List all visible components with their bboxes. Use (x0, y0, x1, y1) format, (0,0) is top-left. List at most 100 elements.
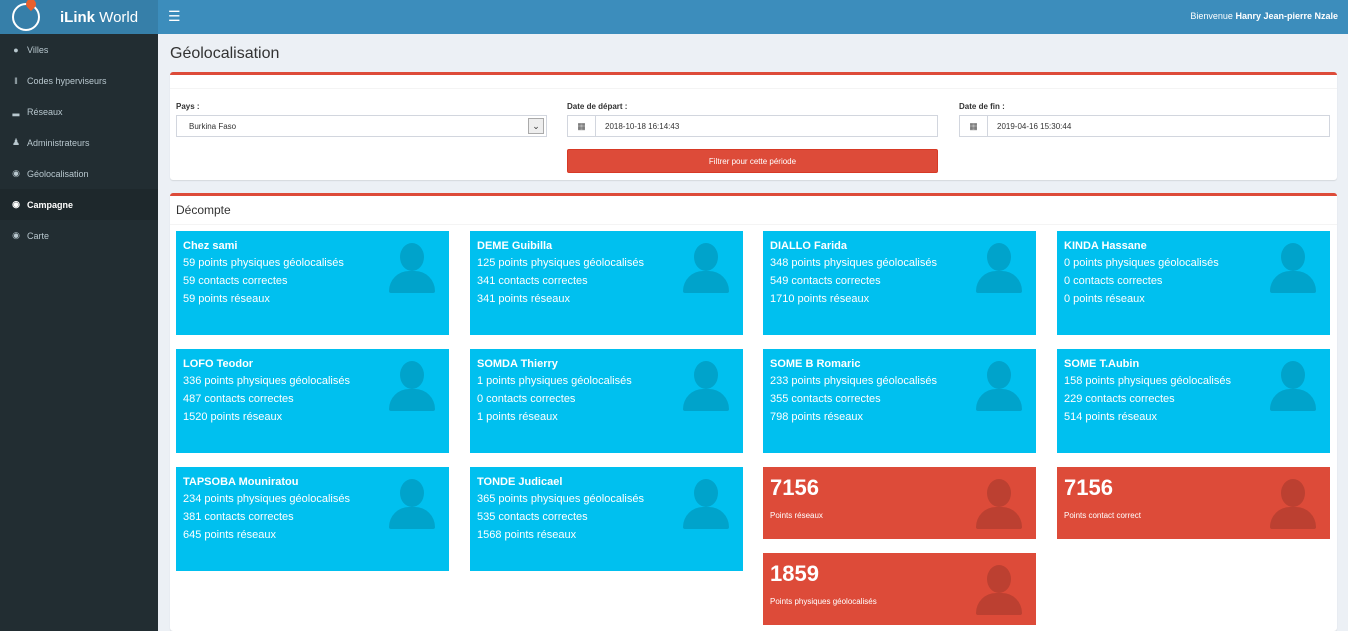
total-label: Points contact correct (1064, 511, 1141, 520)
agent-name: DEME Guibilla (477, 240, 553, 252)
chevron-down-icon[interactable]: ⌄ (528, 118, 544, 134)
calendar-icon: ▦ (568, 116, 596, 136)
brand-name: iLink World (60, 8, 139, 26)
agent-card: Chez sami 59 points physiques géolocalis… (176, 231, 449, 335)
country-label: Pays : (176, 102, 200, 111)
start-date-input[interactable]: ▦ 2018-10-18 16:14:43 (567, 115, 938, 137)
sidebar-item-label: Administrateurs (27, 137, 90, 148)
agent-network-points: 1710 points réseaux (770, 293, 870, 305)
agent-contacts: 0 contacts correctes (1064, 275, 1163, 287)
globe-icon: ● (13, 44, 19, 55)
start-date-label: Date de départ : (567, 102, 628, 111)
agent-card: SOMDA Thierry 1 points physiques géoloca… (470, 349, 743, 453)
agent-physical-points: 59 points physiques géolocalisés (183, 257, 344, 269)
agent-network-points: 798 points réseaux (770, 411, 863, 423)
agent-physical-points: 233 points physiques géolocalisés (770, 375, 937, 387)
user-icon (681, 243, 731, 293)
user-icon (974, 565, 1024, 615)
map-marker-icon: ◉ (12, 199, 20, 209)
agent-contacts: 59 contacts correctes (183, 275, 288, 287)
sidebar-item-label: Codes hyperviseurs (27, 75, 107, 86)
barcode-icon: ‖ (14, 75, 18, 86)
user-icon (387, 243, 437, 293)
agent-card: TONDE Judicael 365 points physiques géol… (470, 467, 743, 571)
agent-name: Chez sami (183, 240, 238, 252)
agent-card: LOFO Teodor 336 points physiques géoloca… (176, 349, 449, 453)
agent-physical-points: 348 points physiques géolocalisés (770, 257, 937, 269)
agent-contacts: 535 contacts correctes (477, 511, 588, 523)
top-navbar: ☰ Bienvenue Hanry Jean-pierre Nzale (158, 0, 1348, 34)
total-value: 7156 (770, 475, 819, 500)
end-date-label: Date de fin : (959, 102, 1005, 111)
globe-pin-logo (12, 3, 40, 31)
sidebar-item-r-seaux[interactable]: ▂ Réseaux (0, 96, 158, 127)
agent-contacts: 0 contacts correctes (477, 393, 576, 405)
user-icon (1268, 361, 1318, 411)
sidebar-item-label: Géolocalisation (27, 168, 89, 179)
agent-card: DEME Guibilla 125 points physiques géolo… (470, 231, 743, 335)
sidebar-item-campagne[interactable]: ◉ Campagne (0, 189, 158, 220)
agent-name: SOME T.Aubin (1064, 358, 1140, 370)
end-date-value: 2019-04-16 15:30:44 (997, 121, 1072, 131)
user-icon (1268, 479, 1318, 529)
sidebar-item-label: Réseaux (27, 106, 63, 117)
country-select[interactable]: Burkina Faso ⌄ (176, 115, 547, 137)
agent-contacts: 381 contacts correctes (183, 511, 294, 523)
sidebar-item-codes-hyperviseurs[interactable]: ‖ Codes hyperviseurs (0, 65, 158, 96)
agent-physical-points: 125 points physiques géolocalisés (477, 257, 644, 269)
count-box: Décompte Chez sami 59 points physiques g… (170, 193, 1337, 631)
agent-card: TAPSOBA Mouniratou 234 points physiques … (176, 467, 449, 571)
total-label: Points physiques géolocalisés (770, 597, 877, 606)
sidebar-item-label: Carte (27, 230, 50, 241)
signal-icon: ▂ (12, 106, 20, 116)
agent-contacts: 355 contacts correctes (770, 393, 881, 405)
agent-contacts: 229 contacts correctes (1064, 393, 1175, 405)
sidebar-item-administrateurs[interactable]: ♟ Administrateurs (0, 127, 158, 158)
country-value: Burkina Faso (189, 121, 237, 131)
agent-network-points: 341 points réseaux (477, 293, 570, 305)
agent-card: SOME T.Aubin 158 points physiques géoloc… (1057, 349, 1330, 453)
end-date-input[interactable]: ▦ 2019-04-16 15:30:44 (959, 115, 1330, 137)
page-title: Géolocalisation (170, 45, 280, 62)
sidebar-item-villes[interactable]: ● Villes (0, 34, 158, 65)
agent-network-points: 59 points réseaux (183, 293, 270, 305)
user-icon: ♟ (11, 137, 21, 147)
total-card: 1859 Points physiques géolocalisés (763, 553, 1036, 625)
user-icon (387, 361, 437, 411)
main-content: Géolocalisation Pays : Burkina Faso ⌄ Da… (158, 34, 1348, 631)
agent-contacts: 341 contacts correctes (477, 275, 588, 287)
agent-card: KINDA Hassane 0 points physiques géoloca… (1057, 231, 1330, 335)
agent-physical-points: 365 points physiques géolocalisés (477, 493, 644, 505)
agent-name: KINDA Hassane (1064, 240, 1147, 252)
agent-network-points: 1568 points réseaux (477, 529, 577, 541)
agent-name: SOMDA Thierry (477, 358, 558, 370)
agent-name: DIALLO Farida (770, 240, 848, 252)
agent-physical-points: 158 points physiques géolocalisés (1064, 375, 1231, 387)
user-icon (974, 479, 1024, 529)
user-icon (681, 361, 731, 411)
agent-card: SOME B Romaric 233 points physiques géol… (763, 349, 1036, 453)
total-card: 7156 Points réseaux (763, 467, 1036, 539)
sidebar-item-label: Villes (27, 44, 49, 55)
calendar-icon: ▦ (960, 116, 988, 136)
agent-network-points: 0 points réseaux (1064, 293, 1145, 305)
user-icon (974, 361, 1024, 411)
filter-button[interactable]: Filtrer pour cette période (567, 149, 938, 173)
agent-physical-points: 0 points physiques géolocalisés (1064, 257, 1219, 269)
agent-name: LOFO Teodor (183, 358, 254, 370)
agent-network-points: 1 points réseaux (477, 411, 558, 423)
total-value: 7156 (1064, 475, 1113, 500)
start-date-value: 2018-10-18 16:14:43 (605, 121, 680, 131)
menu-toggle-icon[interactable]: ☰ (168, 8, 181, 24)
agent-card: DIALLO Farida 348 points physiques géolo… (763, 231, 1036, 335)
total-label: Points réseaux (770, 511, 823, 520)
agent-physical-points: 336 points physiques géolocalisés (183, 375, 350, 387)
agent-name: TONDE Judicael (477, 476, 563, 488)
agent-physical-points: 1 points physiques géolocalisés (477, 375, 632, 387)
sidebar-item-g-olocalisation[interactable]: ◉ Géolocalisation (0, 158, 158, 189)
agent-network-points: 645 points réseaux (183, 529, 276, 541)
welcome-text: Bienvenue Hanry Jean-pierre Nzale (1190, 11, 1338, 21)
agent-physical-points: 234 points physiques géolocalisés (183, 493, 350, 505)
sidebar-item-carte[interactable]: ◉ Carte (0, 220, 158, 251)
brand[interactable]: iLink World (0, 0, 158, 34)
